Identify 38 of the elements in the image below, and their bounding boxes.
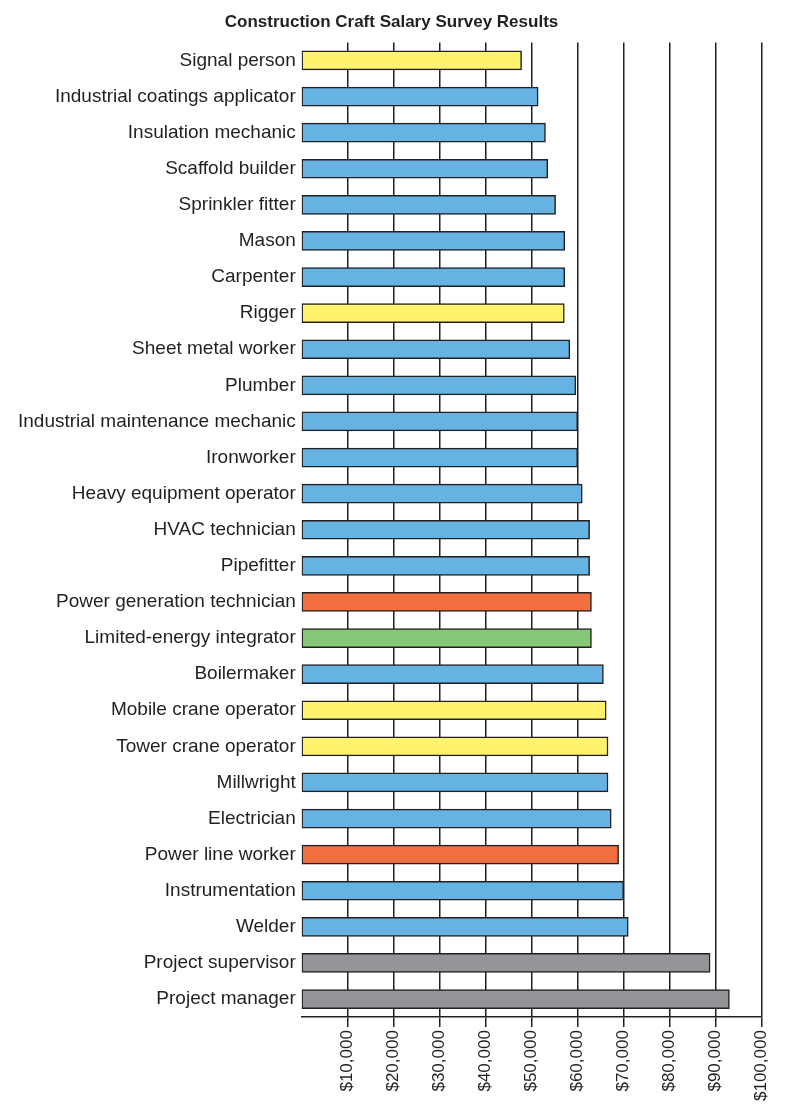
y-tick-label: Tower crane operator [116,734,297,756]
y-tick-label: Industrial coatings applicator [54,84,297,106]
x-tick-label: $80,000 [659,1030,679,1092]
y-tick-label: Signal person [179,48,296,70]
x-tick-label: $30,000 [429,1030,449,1092]
x-tick-label: $20,000 [383,1030,403,1092]
y-tick-label: Mobile crane operator [110,698,297,720]
y-tick-label: Sheet metal worker [132,337,297,359]
y-tick-label: Limited-energy integrator [84,626,297,648]
y-tick-label: Project supervisor [143,951,297,973]
y-tick-label: Rigger [239,301,297,323]
x-tick-label: $10,000 [337,1030,357,1092]
y-tick-label: Ironworker [206,445,297,467]
y-tick-label: Instrumentation [164,878,296,900]
y-tick-label: Scaffold builder [165,156,297,178]
y-tick-label: Boilermaker [194,662,297,684]
x-tick-label: $50,000 [521,1030,541,1092]
x-tick-label: $60,000 [567,1030,587,1092]
y-tick-label: HVAC technician [153,517,296,539]
x-tick-label: $40,000 [475,1030,495,1092]
y-tick-label: Welder [235,915,297,937]
y-tick-label: Power generation technician [56,590,296,612]
y-tick-label: Industrial maintenance mechanic [18,409,296,431]
y-tick-label: Electrician [208,806,296,828]
y-tick-label: Insulation mechanic [127,120,296,142]
y-tick-label: Carpenter [211,265,297,287]
x-tick-label: $70,000 [613,1030,633,1092]
y-tick-label: Heavy equipment operator [71,481,297,503]
x-tick-label: $90,000 [705,1030,725,1092]
y-tick-label: Project manager [156,987,297,1009]
chart-title: Construction Craft Salary Survey Results [224,11,559,31]
y-tick-label: Plumber [225,373,297,395]
y-tick-label: Mason [238,229,296,251]
y-tick-label: Pipefitter [220,554,297,576]
y-tick-label: Power line worker [144,842,297,864]
y-tick-label: Millwright [216,770,297,792]
x-tick-label: $100,000 [751,1030,771,1101]
y-tick-label: Sprinkler fitter [178,193,297,215]
